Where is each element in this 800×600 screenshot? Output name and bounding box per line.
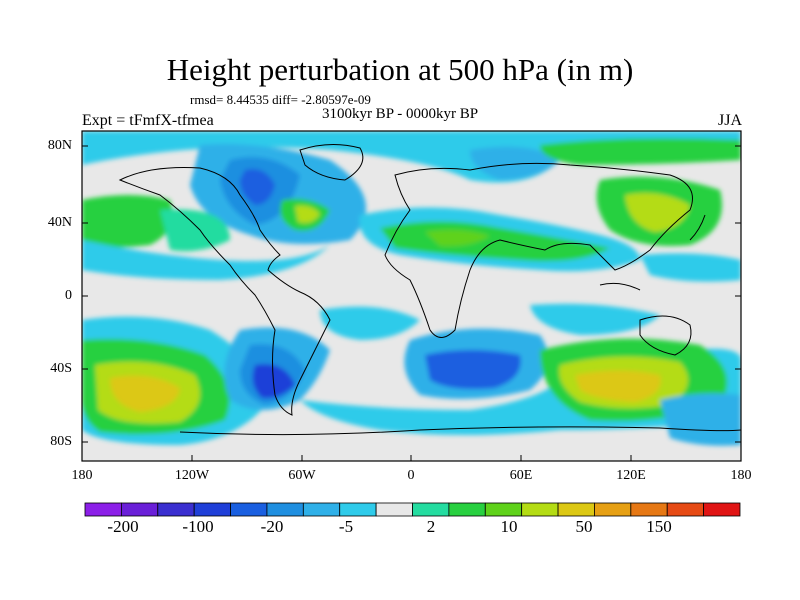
colorbar-swatch xyxy=(557,502,595,517)
colorbar-label: 2 xyxy=(426,517,436,536)
stats-text: rmsd= 8.44535 diff= -2.80597e-09 xyxy=(190,92,371,107)
lon-label-60e: 60E xyxy=(509,468,533,483)
colorbar-label: -200 xyxy=(107,517,139,536)
colorbar-swatch xyxy=(630,502,668,517)
axis-ticks xyxy=(82,145,741,461)
colorbar xyxy=(84,502,741,517)
colorbar-swatch xyxy=(157,502,195,517)
colorbar-swatch xyxy=(120,502,159,517)
lon-label-60w: 60W xyxy=(288,468,316,483)
lat-label-80n: 80N xyxy=(47,138,72,153)
colorbar-label: -20 xyxy=(260,517,284,536)
colorbar-swatch xyxy=(84,502,122,517)
colorbar-swatch xyxy=(594,502,632,517)
season-label: JJA xyxy=(717,112,742,129)
colorbar-label: 50 xyxy=(575,517,593,536)
colorbar-swatch xyxy=(266,502,304,517)
colorbar-swatch xyxy=(521,502,559,517)
lat-label-80s: 80S xyxy=(50,434,72,449)
lat-label-40n: 40N xyxy=(47,215,72,230)
lat-label-40s: 40S xyxy=(50,361,72,376)
colorbar-swatch xyxy=(484,502,523,517)
period-label: 3100kyr BP - 0000kyr BP xyxy=(321,106,479,122)
colorbar-swatch xyxy=(448,502,486,517)
colorbar-swatch xyxy=(230,502,268,517)
colorbar-swatch xyxy=(339,502,377,517)
colorbar-swatch xyxy=(666,502,705,517)
map-title: Height perturbation at 500 hPa (in m) xyxy=(166,52,634,87)
colorbar-swatch xyxy=(375,502,413,517)
colorbar-label: 10 xyxy=(500,517,518,536)
colorbar-label: -5 xyxy=(338,517,354,536)
contour-field xyxy=(82,131,741,461)
colorbar-label: -100 xyxy=(182,517,214,536)
lon-label-120e: 120E xyxy=(616,468,646,483)
experiment-label: Expt = tFmfX-tfmea xyxy=(82,112,214,129)
lon-label-0: 0 xyxy=(407,468,415,483)
colorbar-swatch xyxy=(193,502,231,517)
lat-label-0: 0 xyxy=(65,288,72,303)
colorbar-swatch xyxy=(703,502,741,517)
colorbar-swatch xyxy=(302,502,341,517)
colorbar-swatch xyxy=(412,502,450,517)
lon-label-180w: 180 xyxy=(71,468,93,483)
coastlines xyxy=(118,144,741,436)
lon-label-180e: 180 xyxy=(730,468,752,483)
colorbar-label: 150 xyxy=(646,517,672,536)
lon-label-120w: 120W xyxy=(174,468,210,483)
